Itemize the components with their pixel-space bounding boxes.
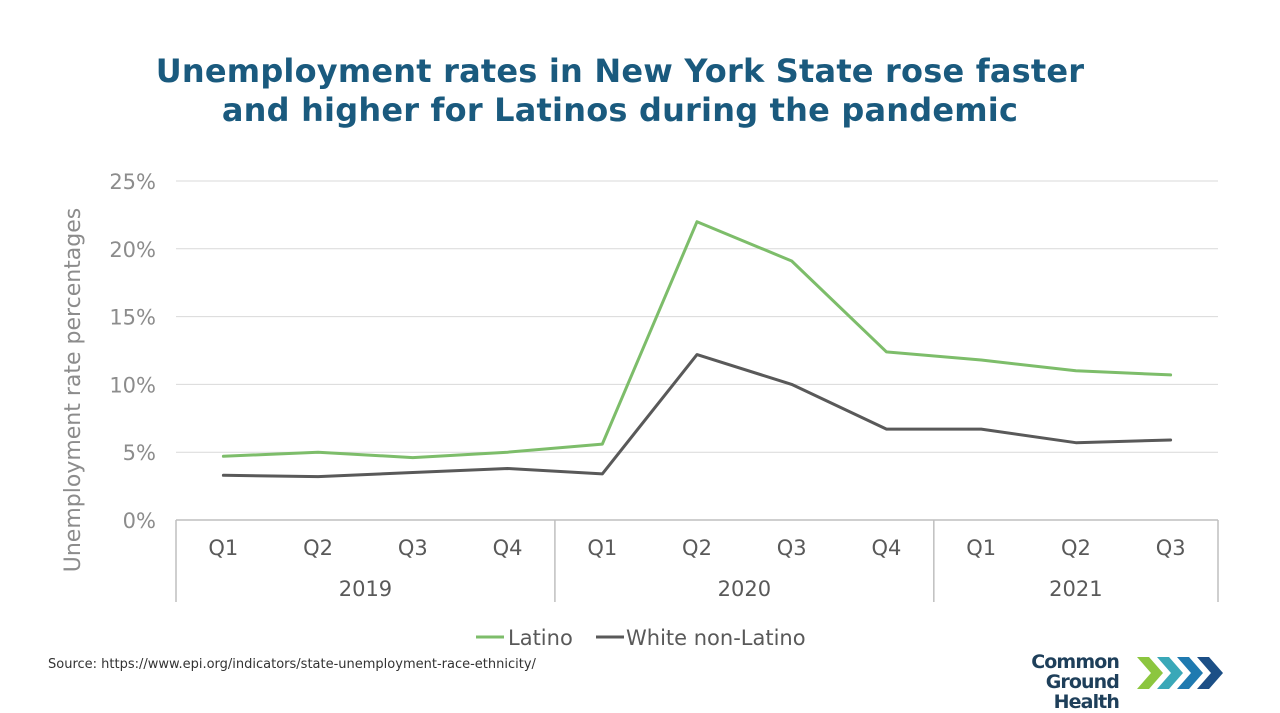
source-note: Source: https://www.epi.org/indicators/s… bbox=[48, 657, 536, 672]
logo-chevron bbox=[1157, 657, 1183, 689]
x-tick-label: Q1 bbox=[966, 536, 996, 560]
x-group-label: 2020 bbox=[718, 577, 771, 601]
chart-title: Unemployment rates in New York State ros… bbox=[0, 52, 1240, 130]
legend-label: White non-Latino bbox=[626, 626, 806, 650]
x-tick-label: Q2 bbox=[1061, 536, 1091, 560]
x-tick-label: Q3 bbox=[398, 536, 428, 560]
logo-chevron bbox=[1197, 657, 1223, 689]
x-group-label: 2019 bbox=[339, 577, 392, 601]
x-tick-label: Q1 bbox=[587, 536, 617, 560]
series-lines bbox=[221, 220, 1173, 479]
y-tick-label: 5% bbox=[123, 441, 156, 465]
series-line-latino bbox=[221, 220, 1173, 460]
y-tick-label: 25% bbox=[109, 170, 156, 194]
y-axis-ticks: 0% 5% 10% 15% 20% 25% bbox=[109, 170, 156, 533]
legend: Latino White non-Latino bbox=[476, 626, 806, 650]
gridlines bbox=[176, 180, 1218, 453]
logo-chevron bbox=[1177, 657, 1203, 689]
chevrons-icon bbox=[1137, 657, 1223, 689]
logo-line-1: Common Ground bbox=[1031, 651, 1120, 693]
x-group-label: 2021 bbox=[1049, 577, 1102, 601]
y-tick-label: 15% bbox=[109, 306, 156, 330]
x-tick-label: Q1 bbox=[208, 536, 238, 560]
logo-wordmark: Common Ground Health bbox=[975, 651, 1120, 713]
legend-label: Latino bbox=[508, 626, 573, 650]
x-tick-label: Q4 bbox=[872, 536, 902, 560]
y-tick-label: 10% bbox=[109, 373, 156, 397]
logo-line-2: Health bbox=[1053, 691, 1120, 713]
x-tick-label: Q3 bbox=[777, 536, 807, 560]
logo-chevron bbox=[1137, 657, 1163, 689]
chart-title-line-1: Unemployment rates in New York State ros… bbox=[155, 52, 1085, 90]
y-tick-label: 0% bbox=[123, 509, 156, 533]
x-tick-label: Q3 bbox=[1156, 536, 1186, 560]
x-tick-label: Q2 bbox=[682, 536, 712, 560]
x-tick-label: Q2 bbox=[303, 536, 333, 560]
chart-title-line-2: and higher for Latinos during the pandem… bbox=[221, 91, 1019, 129]
logo: Common Ground Health bbox=[975, 652, 1237, 712]
y-axis-label: Unemployment rate percentages bbox=[61, 208, 86, 572]
x-tick-label: Q4 bbox=[493, 536, 523, 560]
series-line-white-non-latino bbox=[221, 353, 1173, 479]
y-tick-label: 20% bbox=[109, 238, 156, 262]
